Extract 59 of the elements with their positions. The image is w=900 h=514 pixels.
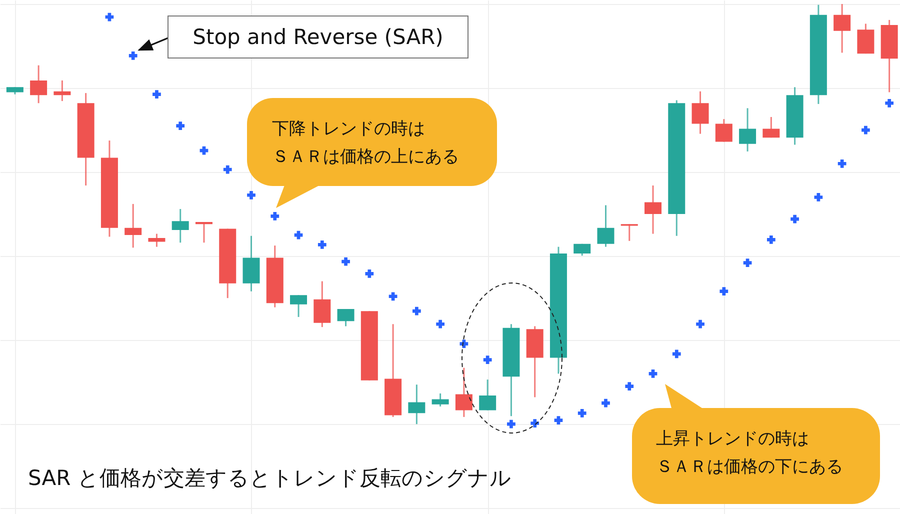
point <box>436 320 444 328</box>
point <box>318 240 326 249</box>
candlestick <box>54 80 71 102</box>
candlestick <box>479 378 496 411</box>
candlestick <box>597 204 614 248</box>
candlestick <box>455 367 472 418</box>
candlestick <box>337 308 354 327</box>
candlestick <box>620 223 638 242</box>
point <box>342 257 350 266</box>
point <box>483 356 492 364</box>
annotation: Stop and Reverse (SAR) <box>168 16 468 58</box>
point <box>862 126 870 134</box>
point <box>152 90 161 98</box>
point <box>412 306 421 316</box>
point <box>176 122 185 130</box>
candlestick <box>834 3 851 54</box>
candlestick <box>30 64 48 104</box>
point <box>388 292 398 301</box>
point <box>672 350 681 358</box>
candlestick <box>195 221 212 244</box>
point <box>838 159 846 168</box>
point <box>365 270 374 278</box>
point <box>885 98 894 108</box>
point <box>128 51 138 60</box>
candlestick <box>432 392 449 408</box>
candlestick <box>124 203 142 248</box>
candlestick <box>314 280 331 328</box>
candlestick <box>715 118 732 143</box>
point <box>200 146 208 155</box>
point <box>270 212 280 220</box>
candlestick <box>172 208 189 244</box>
candlestick <box>762 116 780 138</box>
point <box>530 419 540 428</box>
point <box>602 398 610 408</box>
text: SAR と価格が交差するとトレンド反転のシグナル <box>28 465 512 492</box>
candlestick <box>148 233 166 248</box>
annotation: ＳＡＲは価格の上にある <box>272 146 459 168</box>
candlestick <box>692 90 709 135</box>
text: ＳＡＲは価格の下にある <box>656 456 843 478</box>
point <box>578 408 586 418</box>
point <box>814 193 823 202</box>
point <box>625 382 634 390</box>
point <box>720 287 728 296</box>
point <box>223 165 232 174</box>
annotation: 下降トレンドの時は <box>272 118 425 140</box>
point <box>507 420 516 428</box>
point <box>743 258 752 267</box>
point <box>247 190 256 200</box>
candlestick <box>857 22 874 54</box>
candlestick <box>739 107 756 152</box>
candlestick <box>408 384 426 425</box>
point <box>648 370 658 378</box>
text: 上昇トレンドの時は <box>656 428 809 450</box>
candlestick <box>644 184 662 235</box>
point <box>696 320 704 328</box>
point <box>766 235 776 244</box>
point <box>790 214 799 224</box>
point <box>554 416 563 424</box>
candlestick <box>290 294 308 318</box>
